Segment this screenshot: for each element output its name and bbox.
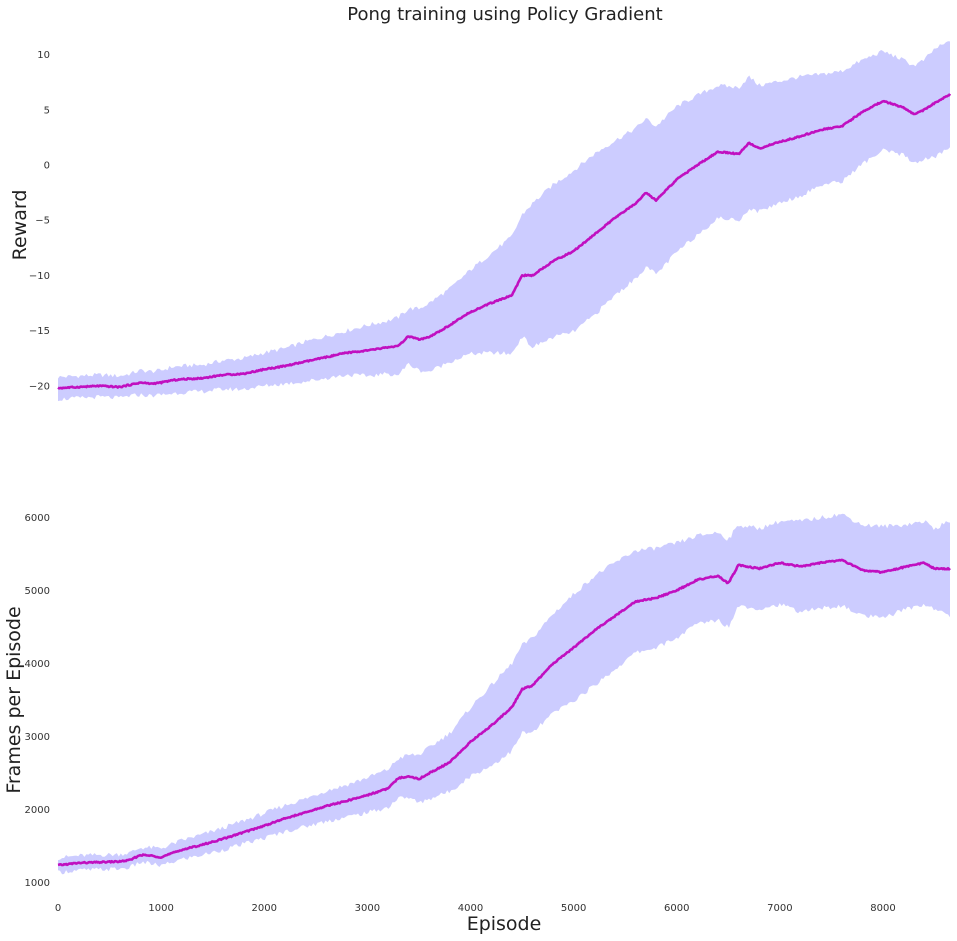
frames-xtick-label: 5000 — [561, 903, 586, 914]
reward-ytick-label: −10 — [29, 271, 50, 282]
frames-ytick-label: 1000 — [25, 878, 50, 889]
frames-ytick-label: 4000 — [25, 659, 50, 670]
frames-xtick-label: 3000 — [355, 903, 380, 914]
frames-y-axis-label: Frames per Episode — [3, 606, 25, 793]
reward-panel: −20 −15 −10 −5 0 5 10 — [29, 41, 952, 402]
reward-ytick-label: −20 — [29, 381, 50, 392]
frames-xtick-label: 8000 — [870, 903, 895, 914]
reward-ytick-label: 0 — [44, 161, 50, 172]
frames-mean-line — [57, 558, 951, 867]
frames-ytick-label: 5000 — [25, 586, 50, 597]
frames-std-band — [58, 513, 950, 875]
reward-std-band — [58, 41, 950, 402]
frames-ytick-label: 2000 — [25, 805, 50, 816]
episode-x-axis-label: Episode — [467, 913, 542, 935]
reward-ytick-label: 5 — [44, 105, 50, 116]
reward-ytick-label: −15 — [29, 326, 50, 337]
reward-y-axis-label: Reward — [9, 190, 31, 261]
frames-xtick-label: 7000 — [767, 903, 792, 914]
reward-ytick-label: −5 — [35, 216, 50, 227]
frames-ytick-label: 3000 — [25, 732, 50, 743]
frames-xtick-label: 4000 — [458, 903, 483, 914]
reward-ytick-label: 10 — [37, 50, 50, 61]
frames-xtick-label: 6000 — [664, 903, 689, 914]
frames-panel: 1000 2000 3000 4000 5000 6000 0 1000 2000 3000 400… — [25, 513, 951, 914]
frames-xtick-label: 2000 — [252, 903, 277, 914]
chart-title: Pong training using Policy Gradient — [347, 4, 662, 25]
frames-xtick-label: 1000 — [148, 903, 173, 914]
reward-mean-line — [57, 93, 952, 390]
frames-ytick-label: 6000 — [25, 513, 50, 524]
frames-xtick-label: 0 — [55, 903, 61, 914]
